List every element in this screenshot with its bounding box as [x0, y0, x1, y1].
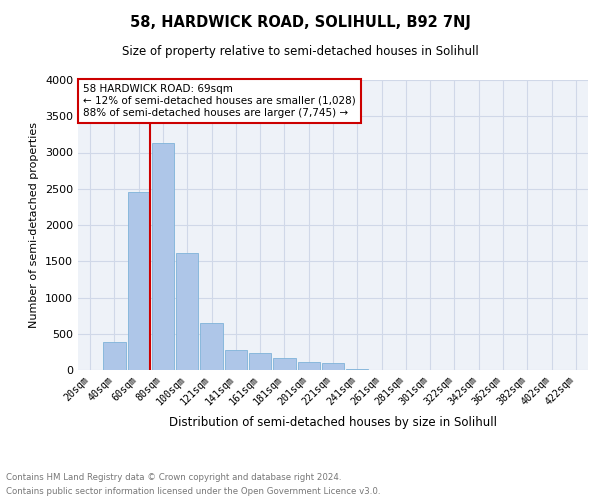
Bar: [103, 342, 125, 370]
Y-axis label: Number of semi-detached properties: Number of semi-detached properties: [29, 122, 40, 328]
Bar: [346, 368, 368, 370]
Bar: [249, 354, 271, 370]
Text: Size of property relative to semi-detached houses in Solihull: Size of property relative to semi-detach…: [122, 45, 478, 58]
Bar: [298, 362, 320, 370]
Bar: [128, 192, 150, 370]
Bar: [176, 252, 199, 370]
Bar: [200, 323, 223, 370]
Bar: [322, 364, 344, 370]
Text: Contains HM Land Registry data © Crown copyright and database right 2024.: Contains HM Land Registry data © Crown c…: [6, 472, 341, 482]
Bar: [152, 143, 174, 370]
Text: Contains public sector information licensed under the Open Government Licence v3: Contains public sector information licen…: [6, 488, 380, 496]
Text: 58, HARDWICK ROAD, SOLIHULL, B92 7NJ: 58, HARDWICK ROAD, SOLIHULL, B92 7NJ: [130, 15, 470, 30]
X-axis label: Distribution of semi-detached houses by size in Solihull: Distribution of semi-detached houses by …: [169, 416, 497, 428]
Text: 58 HARDWICK ROAD: 69sqm
← 12% of semi-detached houses are smaller (1,028)
88% of: 58 HARDWICK ROAD: 69sqm ← 12% of semi-de…: [83, 84, 356, 117]
Bar: [273, 358, 296, 370]
Bar: [224, 350, 247, 370]
